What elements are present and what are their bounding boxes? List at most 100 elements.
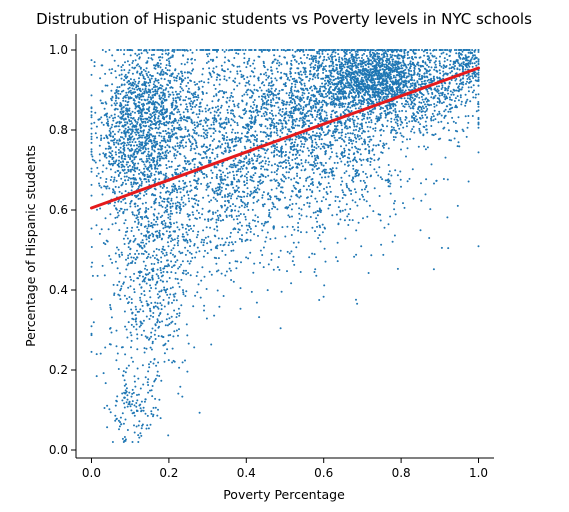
scatter-point <box>338 100 341 103</box>
scatter-point <box>154 329 157 332</box>
scatter-point <box>100 116 103 119</box>
scatter-point <box>292 94 295 97</box>
scatter-point <box>153 145 156 148</box>
scatter-point <box>314 162 316 165</box>
scatter-point <box>115 95 118 98</box>
scatter-point <box>334 55 336 58</box>
scatter-point <box>140 434 143 437</box>
scatter-point <box>194 83 197 86</box>
scatter-point <box>185 231 188 234</box>
scatter-point <box>145 189 148 192</box>
scatter-point <box>101 170 104 173</box>
scatter-point <box>203 131 206 134</box>
scatter-point <box>316 220 319 223</box>
scatter-point <box>312 106 315 109</box>
scatter-point <box>172 97 175 100</box>
scatter-point <box>308 49 311 51</box>
scatter-point <box>228 151 231 154</box>
scatter-point <box>243 202 246 205</box>
scatter-point <box>146 108 148 111</box>
scatter-point <box>142 105 144 108</box>
scatter-point <box>190 80 192 82</box>
scatter-point <box>133 291 136 294</box>
scatter-point <box>124 155 127 158</box>
scatter-point <box>123 294 126 297</box>
scatter-point <box>315 143 318 146</box>
scatter-point <box>171 191 174 194</box>
scatter-point <box>193 175 196 177</box>
scatter-point <box>117 174 120 176</box>
scatter-point <box>90 114 93 117</box>
scatter-point <box>120 151 122 154</box>
scatter-point <box>191 51 194 54</box>
scatter-point <box>183 116 186 119</box>
scatter-point <box>94 161 97 164</box>
scatter-point <box>194 202 197 205</box>
scatter-point <box>204 121 207 123</box>
scatter-point <box>139 407 142 410</box>
scatter-point <box>338 131 340 134</box>
scatter-point <box>246 61 249 63</box>
scatter-point <box>328 204 331 207</box>
scatter-point <box>143 400 146 403</box>
scatter-point <box>286 250 289 253</box>
scatter-point <box>164 289 167 292</box>
scatter-point <box>162 245 165 248</box>
scatter-point <box>291 215 293 218</box>
scatter-point <box>298 196 301 199</box>
scatter-point <box>136 348 139 351</box>
scatter-point <box>275 195 278 198</box>
scatter-point <box>179 172 182 174</box>
scatter-point <box>268 75 270 78</box>
scatter-point <box>185 162 188 165</box>
scatter-point <box>211 217 214 220</box>
scatter-point <box>370 119 373 122</box>
scatter-point <box>117 186 120 189</box>
scatter-point <box>150 389 153 392</box>
scatter-point <box>271 207 274 210</box>
scatter-point <box>156 92 159 95</box>
scatter-point <box>302 89 305 92</box>
scatter-point <box>138 134 141 137</box>
scatter-point <box>245 66 248 69</box>
scatter-point <box>260 125 263 128</box>
scatter-point <box>109 306 112 309</box>
scatter-point <box>201 98 204 101</box>
scatter-point <box>163 154 166 157</box>
scatter-point <box>303 121 305 124</box>
scatter-point <box>218 122 221 125</box>
scatter-point <box>291 260 294 263</box>
scatter-point <box>127 91 130 94</box>
scatter-point <box>151 327 154 330</box>
scatter-point <box>173 76 175 79</box>
scatter-point <box>243 61 246 64</box>
scatter-point <box>128 401 131 404</box>
scatter-point <box>311 141 314 144</box>
scatter-point <box>197 177 200 180</box>
scatter-point <box>123 118 125 121</box>
scatter-point <box>228 99 231 102</box>
scatter-point <box>130 323 133 326</box>
scatter-point <box>161 220 164 223</box>
scatter-point <box>276 168 279 170</box>
scatter-point <box>158 95 161 98</box>
scatter-point <box>221 134 224 136</box>
scatter-point <box>214 211 217 214</box>
scatter-point <box>180 304 183 307</box>
scatter-point <box>98 153 101 156</box>
scatter-point <box>246 228 249 231</box>
scatter-point <box>116 284 119 287</box>
scatter-point <box>189 184 192 187</box>
scatter-point <box>152 305 155 308</box>
scatter-point <box>249 178 252 181</box>
scatter-point <box>237 140 240 143</box>
scatter-point <box>331 110 334 113</box>
scatter-point <box>171 130 174 133</box>
scatter-point <box>183 159 186 162</box>
scatter-point <box>132 235 135 237</box>
scatter-point <box>223 75 226 78</box>
scatter-point <box>130 256 133 259</box>
scatter-point <box>150 262 153 265</box>
scatter-point <box>118 280 121 283</box>
